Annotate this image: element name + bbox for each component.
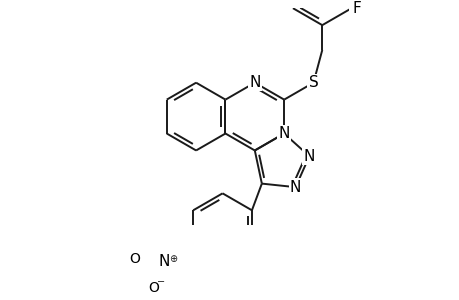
- Text: N: N: [289, 180, 301, 195]
- Text: N: N: [303, 149, 314, 164]
- Text: S: S: [308, 75, 318, 90]
- Text: O: O: [148, 281, 159, 295]
- Text: O: O: [129, 252, 140, 266]
- Text: F: F: [352, 1, 360, 16]
- Text: N: N: [249, 75, 260, 90]
- Text: −: −: [157, 277, 165, 287]
- Text: ⊕: ⊕: [169, 254, 177, 264]
- Text: N: N: [158, 254, 169, 268]
- Text: N: N: [278, 126, 289, 141]
